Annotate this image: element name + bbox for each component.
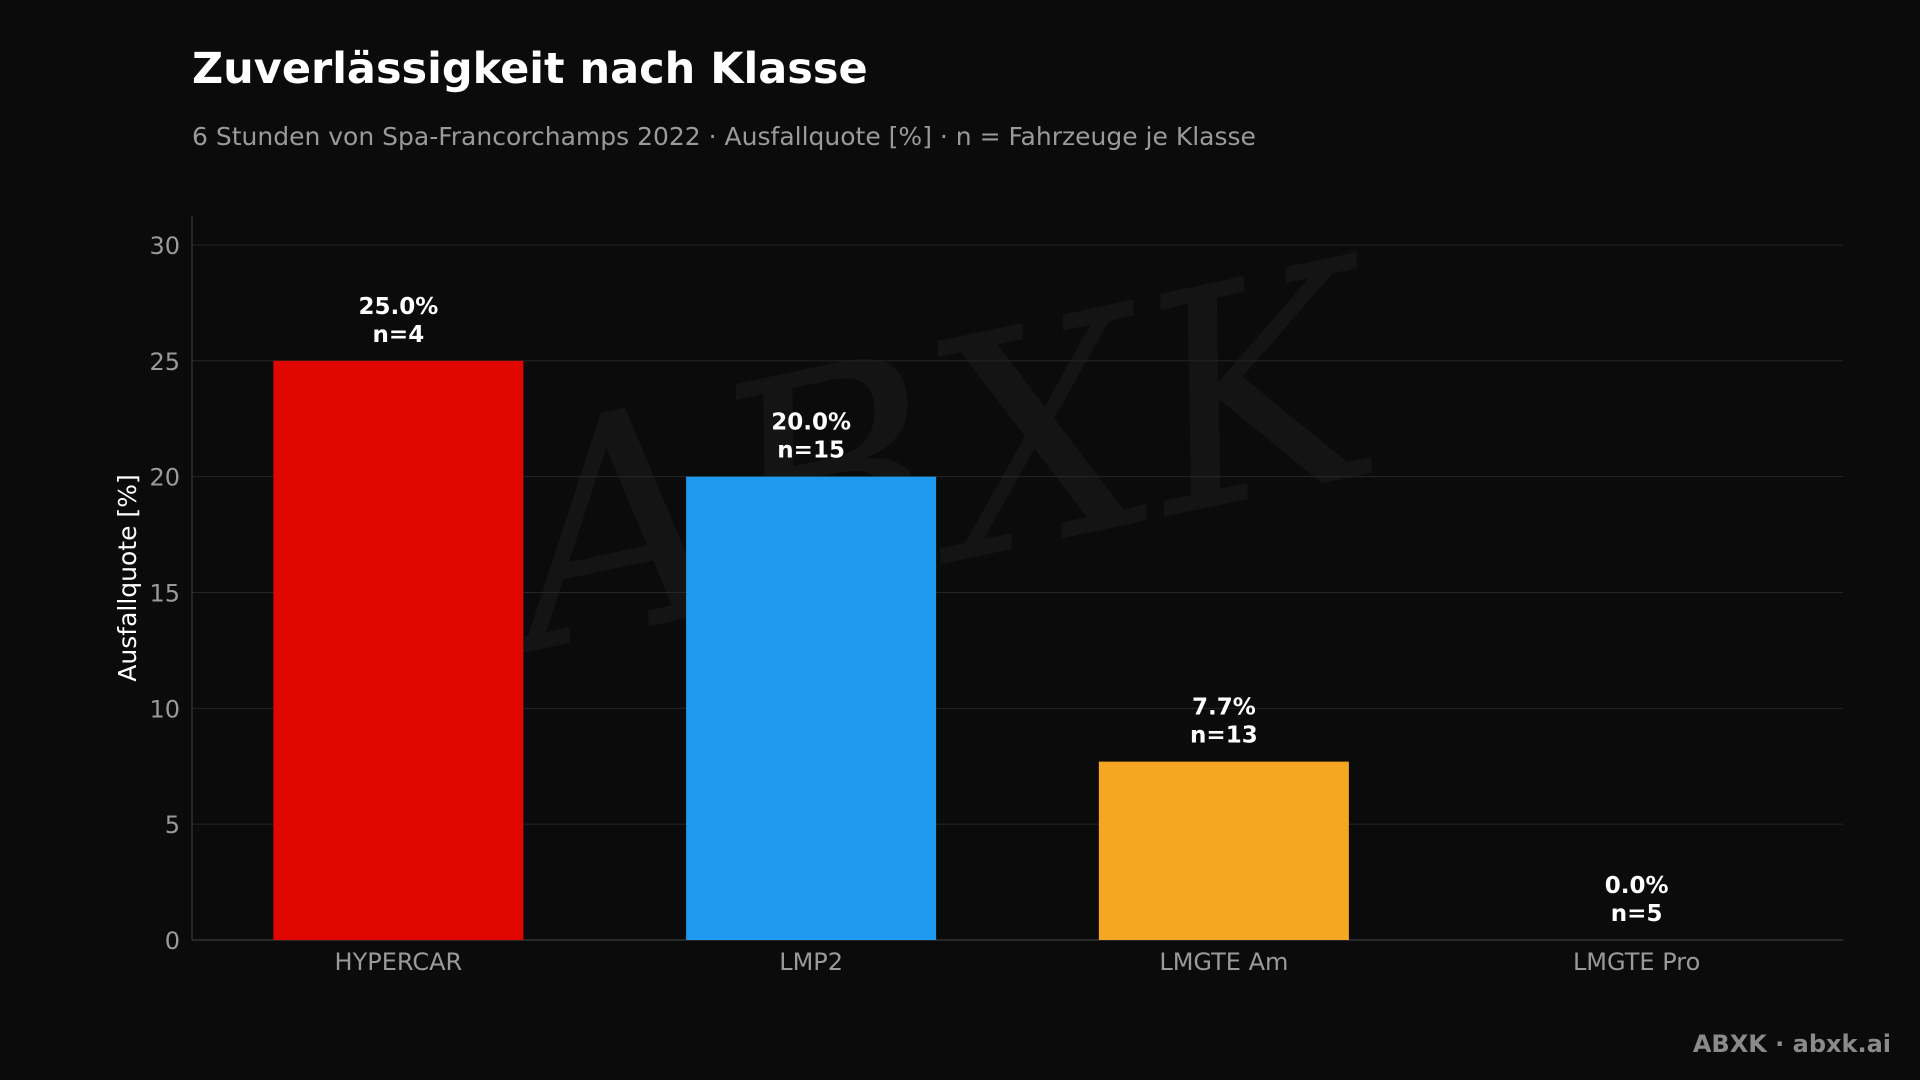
n-label: n=4 (373, 322, 425, 348)
n-label: n=5 (1611, 901, 1663, 927)
value-label: 20.0% (771, 410, 851, 436)
value-label: 0.0% (1605, 873, 1669, 899)
bars (273, 360, 1349, 940)
n-label: n=15 (777, 438, 845, 464)
chart-title: Zuverlässigkeit nach Klasse (192, 44, 868, 94)
y-tick-label: 30 (149, 232, 180, 260)
bar-lmp2 (686, 476, 937, 940)
y-tick-label: 20 (149, 464, 180, 492)
value-label: 25.0% (358, 294, 438, 320)
x-tick-label: LMGTE Am (1159, 948, 1288, 976)
x-tick-label: HYPERCAR (335, 948, 463, 976)
x-tick-label: LMGTE Pro (1573, 948, 1700, 976)
axes: 0 5 10 15 20 25 30 HYPERCAR LMP2 LMGTE Am LMGTE Pr… (149, 216, 1843, 976)
x-tick-label: LMP2 (779, 948, 843, 976)
y-tick-label: 5 (165, 811, 180, 839)
value-label: 7.7% (1192, 695, 1256, 721)
chart-subtitle: 6 Stunden von Spa-Francorchamps 2022 · A… (192, 122, 1256, 151)
data-labels: 25.0%n=4 20.0%n=15 7.7%n=13 0.0%n=5 (358, 294, 1668, 927)
bar-hypercar (273, 360, 524, 940)
y-tick-label: 25 (149, 348, 180, 376)
n-label: n=13 (1190, 723, 1258, 749)
footer-brand: ABXK · abxk.ai (1692, 1030, 1891, 1058)
bar-lmgte-am (1098, 761, 1349, 940)
y-tick-label: 0 (165, 927, 180, 955)
y-axis-label: Ausfallquote [%] (113, 474, 142, 681)
y-tick-label: 10 (149, 695, 180, 723)
y-tick-label: 15 (149, 580, 180, 608)
